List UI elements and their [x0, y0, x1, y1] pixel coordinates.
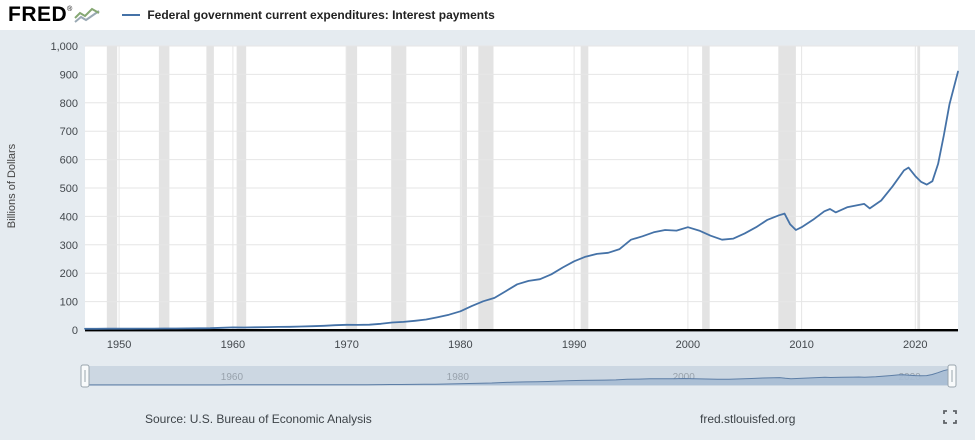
x-tick-label: 1950	[107, 339, 131, 351]
y-tick-label: 0	[72, 325, 78, 337]
legend-series-label[interactable]: Federal government current expenditures:…	[147, 8, 495, 22]
range-selector-slider[interactable]: 1960198020002020	[0, 364, 975, 388]
x-tick-label: 1980	[448, 339, 472, 351]
chart-header: FRED ® Federal government current expendi…	[0, 0, 975, 30]
y-tick-label: 300	[60, 240, 78, 252]
source-attribution: Source: U.S. Bureau of Economic Analysis	[145, 412, 372, 426]
chart-legend: Federal government current expenditures:…	[122, 8, 495, 22]
x-tick-label: 1960	[221, 339, 245, 351]
main-chart-plot[interactable]: 0 100 200 300 400 500 600 700 800 900 1,000 1950 196…	[0, 30, 975, 360]
x-tick-label: 2000	[676, 339, 700, 351]
x-axis-baseline	[85, 329, 958, 332]
legend-line-swatch	[122, 14, 141, 16]
fred-site-link[interactable]: fred.stlouisfed.org	[700, 412, 796, 426]
fred-logo[interactable]: FRED ®	[8, 4, 100, 26]
slider-area-series	[85, 368, 952, 385]
x-tick-label: 2010	[789, 339, 813, 351]
slider-year-label: 2000	[673, 372, 696, 383]
y-tick-label: 600	[60, 155, 78, 167]
fullscreen-icon[interactable]	[943, 410, 957, 424]
x-tick-label: 2020	[903, 339, 927, 351]
series-line	[84, 70, 959, 330]
slider-handle-left[interactable]	[80, 364, 90, 388]
fred-logo-sparkline-icon	[74, 7, 100, 23]
x-tick-label: 1970	[334, 339, 358, 351]
y-tick-label: 400	[60, 211, 78, 223]
fred-logo-text: FRED	[8, 3, 68, 26]
y-tick-label: 100	[60, 297, 78, 309]
y-tick-label: 500	[60, 183, 78, 195]
y-tick-label: 1,000	[50, 41, 78, 53]
y-tick-label: 200	[60, 268, 78, 280]
y-tick-label: 700	[60, 126, 78, 138]
slider-year-label: 1960	[221, 372, 244, 383]
x-tick-label: 1990	[562, 339, 586, 351]
slider-area-outline	[85, 368, 953, 386]
fred-logo-registered-mark: ®	[67, 6, 73, 13]
slider-year-label: 1980	[447, 372, 470, 383]
y-tick-label: 900	[60, 69, 78, 81]
y-tick-label: 800	[60, 98, 78, 110]
chart-footer: Source: U.S. Bureau of Economic Analysis…	[0, 404, 975, 440]
slider-handle-right[interactable]	[947, 364, 957, 388]
